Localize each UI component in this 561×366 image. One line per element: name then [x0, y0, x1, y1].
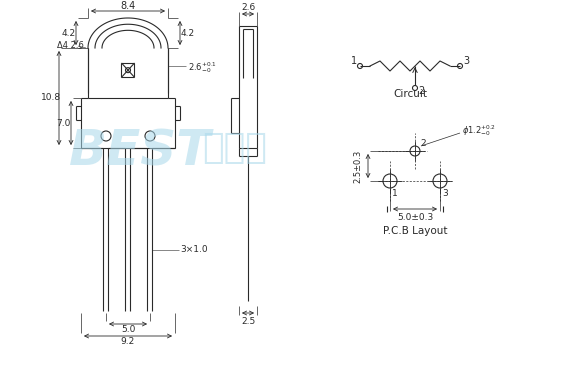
Text: Circuit: Circuit — [393, 89, 427, 99]
Text: 1: 1 — [351, 56, 357, 66]
Text: 3: 3 — [463, 56, 469, 66]
Text: 2.5±0.3: 2.5±0.3 — [353, 149, 362, 183]
Text: 4.2: 4.2 — [62, 29, 76, 37]
Text: 3: 3 — [442, 188, 448, 198]
Text: 2.5: 2.5 — [241, 317, 255, 325]
Text: 5.0±0.3: 5.0±0.3 — [397, 213, 433, 221]
Text: 9.2: 9.2 — [121, 337, 135, 347]
Text: 10.8: 10.8 — [41, 93, 61, 102]
Text: 1: 1 — [392, 188, 398, 198]
Text: 4.2: 4.2 — [181, 29, 195, 37]
Text: 7.0: 7.0 — [56, 119, 70, 127]
Text: 5.0: 5.0 — [121, 325, 135, 335]
Text: BEST: BEST — [69, 127, 211, 175]
Text: 2.6: 2.6 — [241, 3, 255, 11]
Text: Δ4 2.6: Δ4 2.6 — [57, 41, 84, 51]
Text: 3×1.0: 3×1.0 — [180, 245, 208, 254]
Text: 8.4: 8.4 — [121, 1, 136, 11]
Text: 2: 2 — [418, 86, 424, 96]
Text: P.C.B Layout: P.C.B Layout — [383, 226, 447, 236]
Text: 2.6$^{+0.1}_{-0}$: 2.6$^{+0.1}_{-0}$ — [188, 60, 217, 75]
Text: $\phi$1.2$^{+0.2}_{-0}$: $\phi$1.2$^{+0.2}_{-0}$ — [462, 124, 496, 138]
Text: 2: 2 — [420, 138, 426, 147]
Text: 百斯特: 百斯特 — [203, 131, 268, 165]
